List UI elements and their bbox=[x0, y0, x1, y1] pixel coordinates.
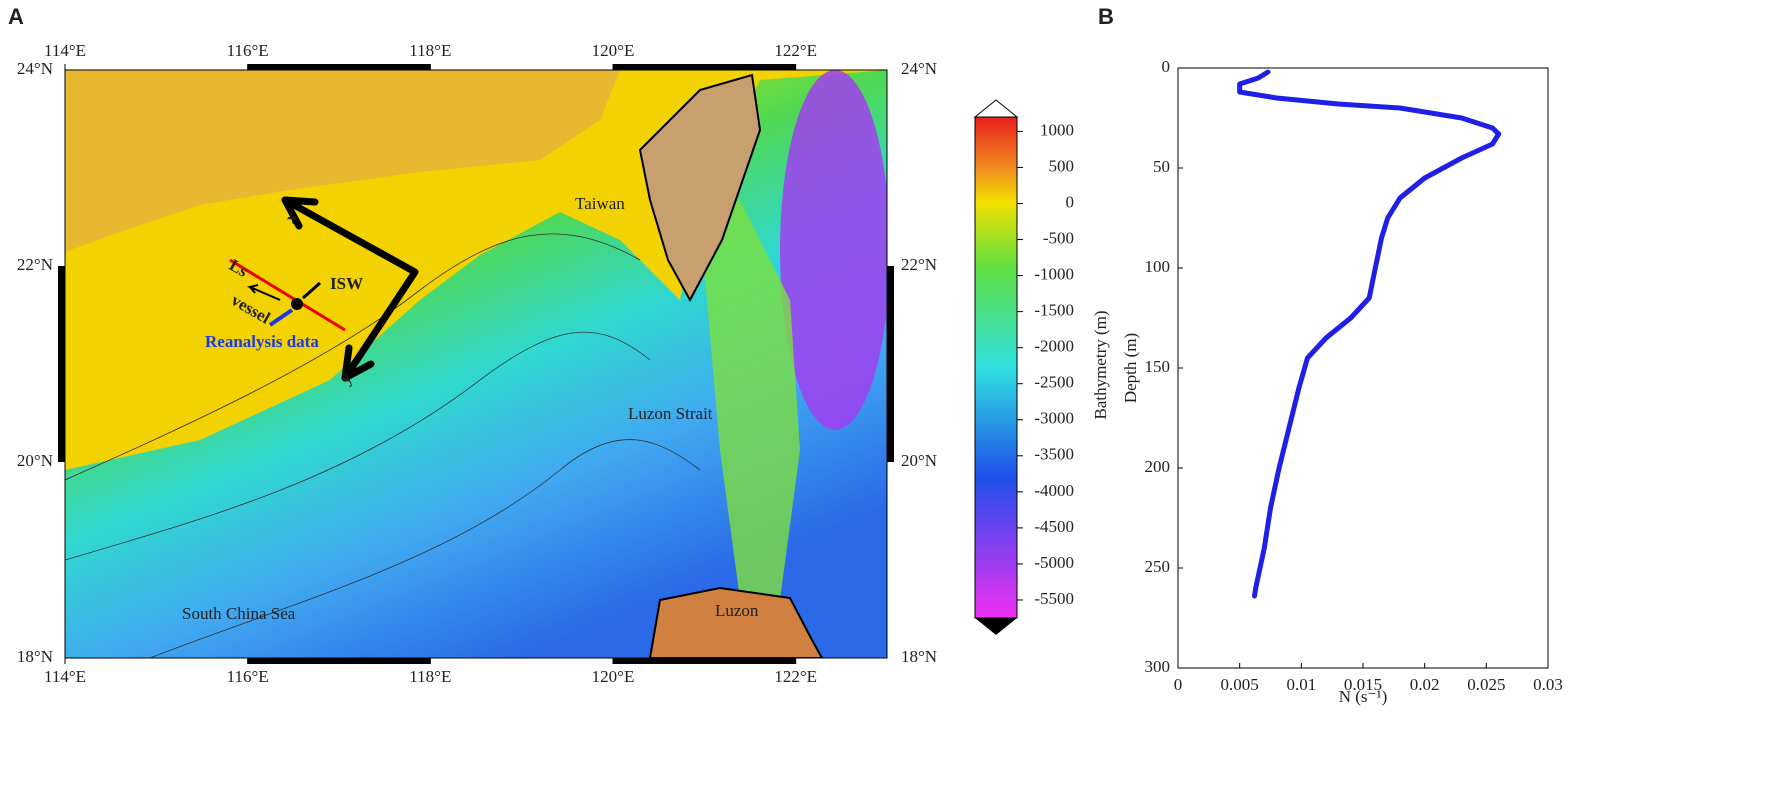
colorbar-tick-label: 1000 bbox=[1040, 120, 1074, 139]
y-tick-label: 0 bbox=[1162, 57, 1171, 76]
colorbar-ticks: 1000 500 0 -500 -1000 -1500 -2000 -2500 -3000 -35… bbox=[1017, 120, 1074, 608]
place-label: Luzon bbox=[715, 601, 759, 620]
lat-label: 18°N bbox=[901, 647, 937, 666]
colorbar bbox=[974, 116, 1018, 619]
y-tick-label: 50 bbox=[1153, 157, 1170, 176]
y-tick-label: 100 bbox=[1145, 257, 1171, 276]
x-tick-label: 0.025 bbox=[1467, 675, 1505, 694]
colorbar-tick-label: -4000 bbox=[1034, 481, 1074, 500]
contour bbox=[65, 233, 641, 481]
place-label: Luzon Strait bbox=[628, 404, 713, 423]
station bbox=[291, 298, 303, 310]
lat-label: 24°N bbox=[17, 59, 53, 78]
slope bbox=[65, 70, 887, 658]
data-arrow bbox=[268, 308, 294, 327]
lon-label: 120°E bbox=[592, 667, 635, 686]
x-tick-label: 0.02 bbox=[1410, 675, 1440, 694]
colorbar-tick-label: -4500 bbox=[1034, 517, 1074, 536]
lat-label: 22°N bbox=[17, 255, 53, 274]
china-land bbox=[65, 70, 620, 252]
colorbar-tick-label: -5000 bbox=[1034, 553, 1074, 572]
x-axis-title: N (s⁻¹) bbox=[1339, 687, 1388, 706]
y-tick-label: 150 bbox=[1145, 357, 1171, 376]
x-tick-label: 0.03 bbox=[1533, 675, 1563, 694]
lat-label: 20°N bbox=[901, 451, 937, 470]
panel-label: B bbox=[1098, 4, 1114, 29]
border-segment bbox=[613, 658, 796, 664]
lat-label: 22°N bbox=[901, 255, 937, 274]
colorbar-tick-label: -1000 bbox=[1034, 264, 1074, 283]
isw-arrow bbox=[302, 281, 321, 300]
colorbar-tick-label: -1500 bbox=[1034, 301, 1074, 320]
border-segment bbox=[613, 64, 796, 70]
border-segment bbox=[247, 64, 431, 70]
transect bbox=[229, 258, 346, 332]
isw-label: ISW bbox=[330, 274, 363, 293]
colorbar-cap bbox=[973, 99, 1019, 118]
border-segment bbox=[58, 266, 65, 462]
data-line bbox=[1237, 69, 1502, 599]
lon-label: 116°E bbox=[227, 41, 269, 60]
lon-label: 114°E bbox=[44, 41, 86, 60]
colorbar-tick-label: -3000 bbox=[1034, 409, 1074, 428]
axis-arrows bbox=[281, 196, 419, 382]
y-tick-label: 200 bbox=[1145, 457, 1171, 476]
reanalysis-label: Reanalysis data bbox=[205, 332, 319, 351]
colorbar-label: Bathymetry (m) bbox=[1091, 310, 1110, 419]
lon-label: 122°E bbox=[774, 41, 817, 60]
lon-label: 114°E bbox=[44, 667, 86, 686]
ridge bbox=[700, 200, 800, 600]
lon-label: 122°E bbox=[774, 667, 817, 686]
place-label: Taiwan bbox=[575, 194, 625, 213]
plot: 0 0.005 0.01 0.015 0.02 0.025 0.03 0 50 100 150 200… bbox=[1145, 57, 1563, 694]
x-tick-label: 0.01 bbox=[1286, 675, 1316, 694]
plot-frame bbox=[1177, 67, 1549, 669]
lat-label: 18°N bbox=[17, 647, 53, 666]
lat-label: 24°N bbox=[901, 59, 937, 78]
lon-label: 118°E bbox=[409, 41, 451, 60]
border-segment bbox=[887, 266, 894, 462]
colorbar-tick-label: -3500 bbox=[1034, 445, 1074, 464]
x-tick-label: 0 bbox=[1174, 675, 1183, 694]
x-tick-label: 0.015 bbox=[1344, 675, 1382, 694]
border-segment bbox=[247, 658, 431, 664]
lon-label: 120°E bbox=[592, 41, 635, 60]
colorbar-tick-label: -500 bbox=[1043, 228, 1074, 247]
colorbar-tick-label: 0 bbox=[1066, 192, 1075, 211]
taiwan-land bbox=[638, 73, 762, 303]
colorbar-cap bbox=[975, 618, 1017, 635]
vessel-arrow bbox=[246, 284, 281, 301]
x-tick-label: 0.005 bbox=[1221, 675, 1259, 694]
lon-label: 118°E bbox=[409, 667, 451, 686]
place-label: South China Sea bbox=[182, 604, 296, 623]
colorbar-tick-label: -2500 bbox=[1034, 373, 1074, 392]
panel-label: A bbox=[8, 4, 24, 29]
contour bbox=[65, 331, 651, 561]
map-border: 114°E 114°E 116°E 116°E 118°E 118°E 120°E 120°E… bbox=[17, 41, 937, 686]
lon-label: 116°E bbox=[227, 667, 269, 686]
deep-basin bbox=[780, 70, 887, 430]
colorbar-tick-label: 500 bbox=[1049, 156, 1075, 175]
map-art bbox=[65, 70, 887, 658]
y-axis-title: Depth (m) bbox=[1121, 333, 1140, 403]
luzon-land bbox=[648, 586, 824, 658]
y-tick-label: 250 bbox=[1145, 557, 1171, 576]
lat-label: 20°N bbox=[17, 451, 53, 470]
y-tick-label: 300 bbox=[1145, 657, 1171, 676]
contour bbox=[149, 439, 701, 658]
colorbar-tick-label: -2000 bbox=[1034, 337, 1074, 356]
colorbar-tick-label: -5500 bbox=[1034, 589, 1074, 608]
